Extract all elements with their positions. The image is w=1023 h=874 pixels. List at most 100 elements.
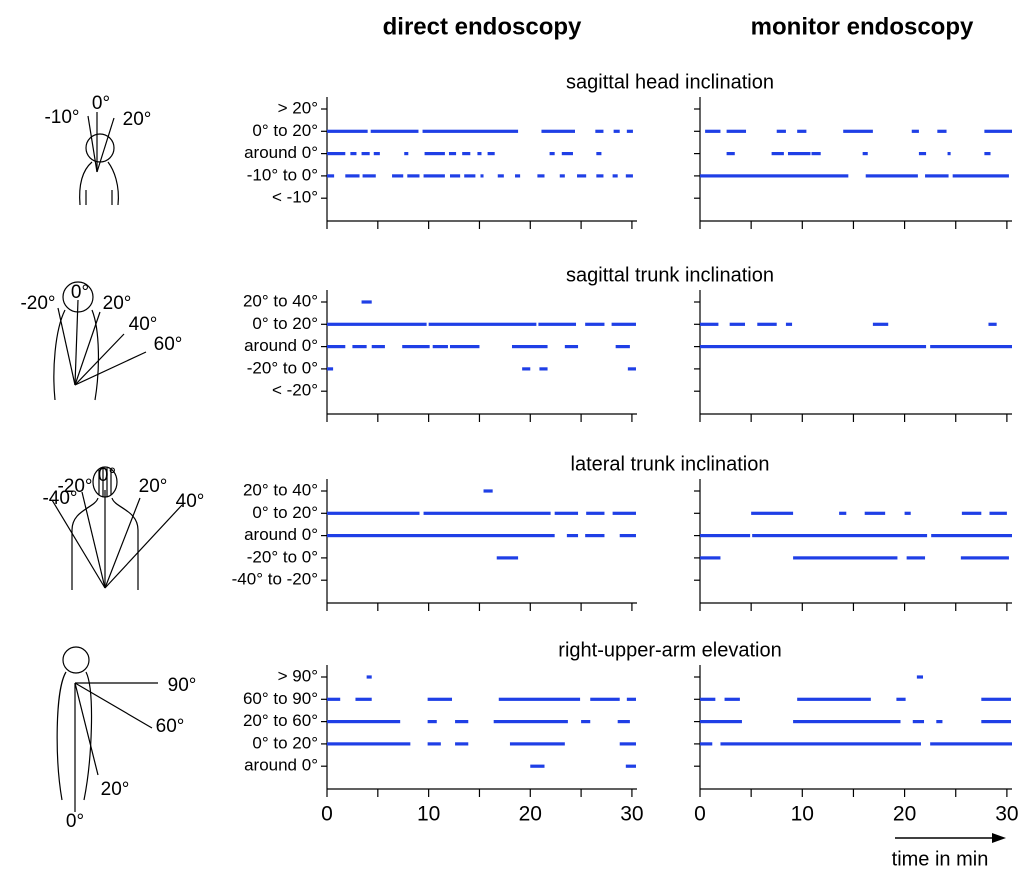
segment — [700, 174, 849, 178]
segment — [931, 534, 1012, 538]
segment — [776, 129, 786, 133]
segment — [497, 174, 504, 178]
angle-label: 90° — [168, 675, 197, 696]
segment — [327, 345, 346, 349]
segment — [617, 720, 630, 724]
segment — [916, 675, 924, 679]
panel-title: sagittal trunk inclination — [566, 264, 774, 286]
segment — [428, 322, 537, 326]
segment — [327, 322, 427, 326]
segment — [726, 129, 747, 133]
segment — [626, 129, 633, 133]
angle-line — [74, 333, 125, 386]
y-tick-label: > 20° — [278, 98, 318, 117]
angle-label: 0° — [92, 93, 110, 114]
hair — [98, 468, 112, 497]
segment — [511, 345, 548, 349]
segment — [327, 367, 334, 371]
segment — [427, 697, 453, 701]
segment — [361, 152, 370, 156]
segment — [930, 345, 1012, 349]
y-tick-label: -40° to -20° — [232, 570, 318, 589]
segment — [498, 697, 581, 701]
angle-label: -20° — [20, 293, 55, 314]
segment — [865, 174, 918, 178]
segment — [564, 345, 579, 349]
segment — [700, 556, 721, 560]
segment — [984, 129, 1012, 133]
segment — [590, 697, 620, 701]
segment — [625, 174, 633, 178]
segment — [427, 720, 437, 724]
segment — [912, 720, 925, 724]
x-tick-label: 0 — [694, 803, 706, 826]
segment — [427, 742, 441, 746]
segment — [839, 511, 847, 515]
segment — [981, 720, 1011, 724]
segment — [423, 511, 551, 515]
segment — [462, 152, 471, 156]
y-tick-label: 0° to 20° — [252, 314, 318, 333]
segment — [455, 720, 469, 724]
y-tick-label: -20° to 0° — [247, 358, 318, 377]
segment — [327, 129, 368, 133]
segment — [771, 152, 784, 156]
segment — [627, 367, 636, 371]
segment — [937, 129, 947, 133]
panel-title: right-upper-arm elevation — [558, 639, 781, 661]
segment — [432, 345, 448, 349]
segment — [352, 345, 367, 349]
y-tick-label: < -10° — [272, 188, 318, 207]
segment — [705, 129, 721, 133]
segment — [947, 152, 951, 156]
segment — [480, 174, 484, 178]
angle-line — [74, 311, 101, 386]
angle-label: 0° — [98, 465, 116, 486]
segment — [952, 174, 1009, 178]
segment — [586, 511, 605, 515]
panel-title: sagittal head inclination — [566, 71, 774, 93]
angle-line — [74, 682, 99, 776]
angle-label: 40° — [129, 314, 158, 335]
segment — [896, 697, 906, 701]
segment — [530, 764, 545, 768]
column-title: monitor endoscopy — [751, 13, 974, 40]
angle-label: 60° — [156, 716, 185, 737]
segment — [960, 556, 1009, 560]
body — [79, 161, 119, 206]
head — [85, 133, 115, 163]
segment — [862, 152, 868, 156]
angle-line — [96, 117, 115, 173]
y-tick-label: 20° to 40° — [243, 480, 318, 499]
segment — [757, 322, 777, 326]
body — [53, 309, 100, 401]
x-tick-label: 30 — [620, 803, 643, 826]
segment — [402, 345, 430, 349]
segment — [785, 322, 793, 326]
y-tick-label: 0° to 20° — [252, 121, 318, 140]
segment — [537, 174, 545, 178]
segment — [611, 322, 636, 326]
y-tick-label: around 0° — [244, 336, 318, 355]
angle-label: 40° — [176, 491, 205, 512]
y-tick-label: 20° to 40° — [243, 291, 318, 310]
segment — [493, 720, 568, 724]
segment — [345, 174, 360, 178]
x-tick-label: 0 — [321, 803, 333, 826]
segment — [350, 152, 357, 156]
y-tick-label: 0° to 20° — [252, 733, 318, 752]
segment — [797, 129, 807, 133]
x-tick-label: 30 — [995, 803, 1018, 826]
segment — [366, 675, 372, 679]
segment — [449, 174, 461, 178]
angle-label: 0° — [66, 811, 84, 832]
segment — [455, 742, 469, 746]
segment — [752, 534, 928, 538]
segment — [448, 152, 457, 156]
segment — [595, 129, 604, 133]
y-tick-label: 60° to 90° — [243, 689, 318, 708]
body — [71, 497, 139, 590]
segment — [925, 174, 949, 178]
y-tick-label: -10° to 0° — [247, 165, 318, 184]
